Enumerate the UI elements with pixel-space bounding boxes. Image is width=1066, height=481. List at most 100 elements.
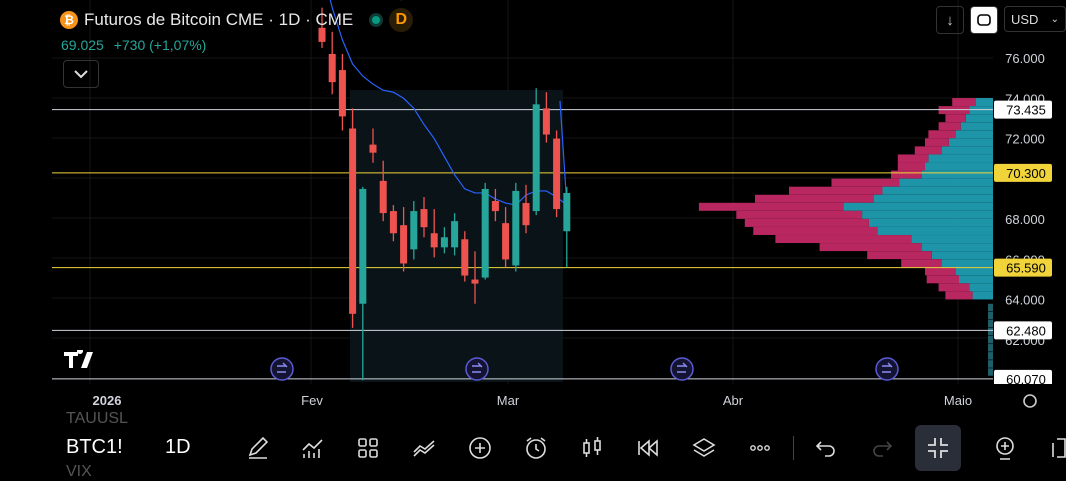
vp-bar-up — [976, 98, 993, 107]
symbol-prev[interactable]: TAUUSL — [66, 410, 128, 427]
price-chart[interactable]: 76.00074.00072.00068.00066.00064.00062.0… — [0, 0, 1066, 417]
currency-select[interactable]: USD ⌄ — [1004, 6, 1066, 32]
rewind-icon — [638, 439, 658, 457]
candle-body — [471, 279, 479, 284]
vp-bar-down — [901, 259, 942, 268]
candle-body — [369, 144, 377, 153]
multi-layout-button[interactable] — [1040, 432, 1066, 464]
grid-icon — [358, 438, 378, 458]
candle-body — [349, 128, 357, 314]
chart-type-button[interactable] — [576, 432, 608, 464]
price-change-line: 69.025 +730 (+1,07%) — [61, 37, 206, 53]
vp-bar-up — [988, 327, 993, 336]
top-right-controls: ↓ USD ⌄ — [936, 6, 1066, 34]
bitcoin-icon: ₿ — [60, 11, 78, 29]
price-level-tag — [994, 163, 1052, 182]
vp-bar-down — [914, 146, 942, 155]
timeframe-selector[interactable]: 1D — [165, 436, 191, 458]
price-level-tag — [994, 100, 1052, 119]
vp-bar-up — [925, 162, 993, 171]
redo-button[interactable] — [866, 432, 898, 464]
event-marker-icon — [670, 357, 694, 381]
more-dots-icon — [750, 445, 770, 451]
more-button[interactable] — [744, 432, 776, 464]
symbol-title: Futuros de Bitcoin CME · 1D · CME — [84, 10, 354, 29]
templates-button[interactable] — [352, 432, 384, 464]
price-tick-label: 76.000 — [1005, 51, 1045, 66]
price-level-tag-label: 60.070 — [1006, 372, 1046, 387]
vp-bar-up — [988, 360, 993, 368]
vp-bar-down — [952, 98, 976, 107]
candle-body — [542, 108, 550, 135]
time-tick-label: 2026 — [93, 393, 122, 408]
sync-icon — [977, 14, 991, 26]
symbol-header[interactable]: ₿ Futuros de Bitcoin CME · 1D · CME D — [60, 8, 414, 32]
vp-bar-down — [928, 130, 956, 139]
vp-bar-down — [897, 154, 929, 163]
arrow-down-icon: ↓ — [946, 11, 954, 29]
alert-button[interactable] — [520, 432, 552, 464]
volume-profile — [698, 98, 993, 376]
plus-circle-icon — [469, 437, 491, 459]
vp-bar-down — [698, 202, 844, 211]
vp-bar-down — [897, 162, 925, 171]
vp-bar-down — [938, 122, 961, 131]
layers-button[interactable] — [688, 432, 720, 464]
vp-bar-up — [988, 303, 993, 312]
collapse-legend-button[interactable] — [63, 60, 99, 88]
vp-bar-up — [948, 138, 993, 147]
add-button[interactable] — [464, 432, 496, 464]
price-level-tag-label: 73.435 — [1006, 103, 1046, 118]
undo-button[interactable] — [810, 432, 842, 464]
candle-body — [420, 209, 428, 228]
vp-bar-up — [882, 186, 993, 195]
replay-toggle-button[interactable] — [970, 6, 998, 34]
vp-bar-up — [988, 344, 993, 352]
vp-bar-up — [931, 251, 993, 260]
crosshair-plus-icon — [996, 437, 1014, 460]
candle-body — [522, 203, 530, 226]
vp-bar-up — [965, 114, 993, 123]
compare-button[interactable] — [408, 432, 440, 464]
drawing-tool-button[interactable] — [242, 432, 274, 464]
symbol-selector[interactable]: BTC1! — [66, 436, 123, 458]
candle-body — [440, 237, 448, 248]
candle-body — [451, 221, 459, 248]
indicators-icon — [302, 439, 323, 458]
vp-bar-up — [955, 267, 993, 276]
vp-bar-down — [891, 170, 922, 179]
vp-bar-down — [925, 138, 949, 147]
price-level-tag-label: 62.480 — [1006, 323, 1046, 338]
time-tick-label: Fev — [301, 393, 323, 408]
vp-bar-up — [874, 194, 993, 203]
candle-body — [512, 190, 520, 266]
vp-bar-down — [755, 194, 874, 203]
vp-bar-down — [789, 186, 883, 195]
vp-bar-down — [945, 291, 973, 300]
candle-body — [481, 188, 489, 278]
candle-body — [328, 53, 336, 83]
vp-bar-up — [928, 154, 993, 163]
vp-bar-down — [926, 275, 959, 284]
download-arrow-button[interactable]: ↓ — [936, 6, 964, 34]
market-open-icon — [369, 13, 384, 27]
delayed-data-badge[interactable]: D — [389, 8, 414, 32]
vp-bar-up — [988, 352, 993, 360]
layout-icon — [1052, 438, 1066, 458]
crosshair-button[interactable] — [989, 432, 1021, 464]
price-level-tag-label: 70.300 — [1006, 166, 1046, 181]
vp-bar-down — [753, 226, 878, 235]
last-price: 69.025 — [61, 37, 104, 53]
exit-fullscreen-button[interactable] — [915, 425, 961, 471]
symbol-next[interactable]: VIX — [66, 463, 92, 480]
candle-body — [491, 201, 499, 212]
time-tick-label: Mar — [497, 393, 520, 408]
vp-bar-down — [938, 283, 970, 292]
vp-bar-up — [955, 130, 993, 139]
toolbar-divider — [793, 436, 794, 460]
candle-body — [318, 27, 326, 42]
replay-button[interactable] — [632, 432, 664, 464]
indicators-button[interactable] — [297, 432, 329, 464]
vp-bar-up — [921, 243, 993, 252]
vp-bar-up — [959, 275, 993, 284]
